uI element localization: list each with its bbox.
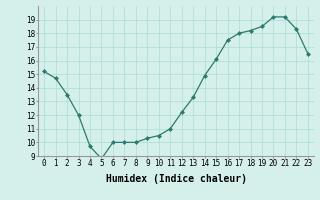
X-axis label: Humidex (Indice chaleur): Humidex (Indice chaleur) xyxy=(106,174,246,184)
